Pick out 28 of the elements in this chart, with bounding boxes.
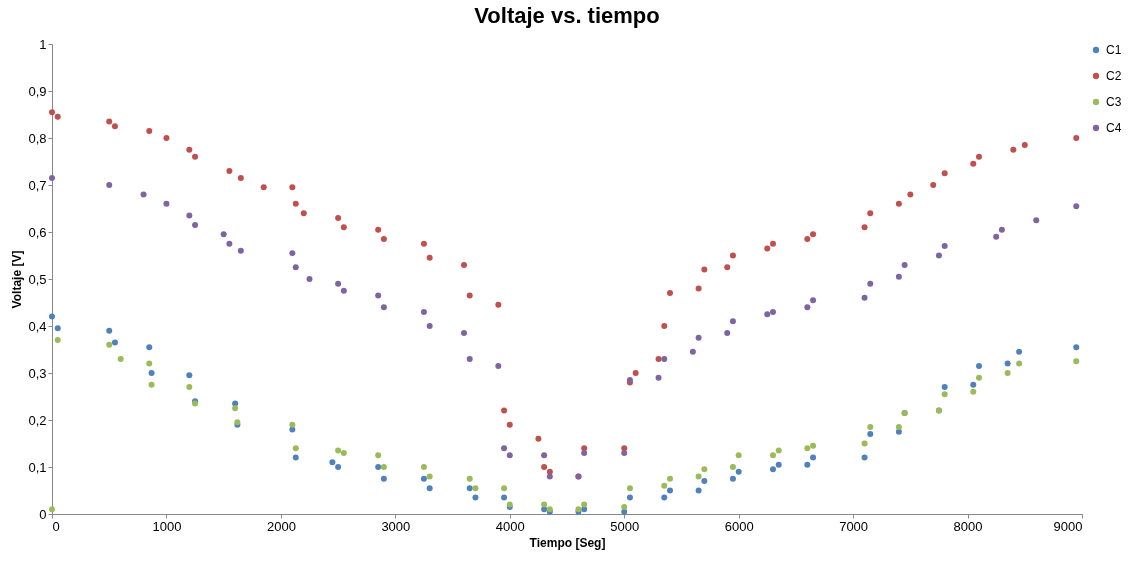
x-tick-label: 1000 [152,518,182,534]
x-tick-label: 9000 [1053,518,1083,534]
x-tick-label: 5000 [610,518,640,534]
legend-label: C2 [1106,69,1122,83]
x-tick-label: 4000 [495,518,525,534]
x-tick-label: 7000 [839,518,869,534]
y-tick-label: 1 [39,36,47,52]
legend-label: C4 [1106,121,1122,135]
x-tick-label: 8000 [953,518,983,534]
y-tick-label: 0,4 [28,318,47,334]
x-axis-title: Tiempo [Seg] [529,535,606,550]
y-tick-label: 0,3 [28,365,47,381]
legend-label: C3 [1106,95,1122,109]
y-tick-label: 0 [39,506,47,522]
x-tick-label: 6000 [724,518,754,534]
y-tick-label: 0,9 [28,83,47,99]
y-tick-label: 0,6 [28,224,47,240]
y-tick-label: 0,8 [28,130,47,146]
chart-title: Voltaje vs. tiempo [474,3,660,28]
x-tick-label: 3000 [381,518,411,534]
y-tick-label: 0,2 [28,412,47,428]
y-tick-label: 0,5 [28,271,47,287]
x-tick-label: 2000 [266,518,296,534]
y-tick-label: 0,1 [28,459,47,475]
x-tick-label: 0 [52,518,60,534]
y-axis-title: Voltaje [V] [10,250,25,309]
y-tick-label: 0,7 [28,177,47,193]
legend-label: C1 [1106,43,1122,57]
